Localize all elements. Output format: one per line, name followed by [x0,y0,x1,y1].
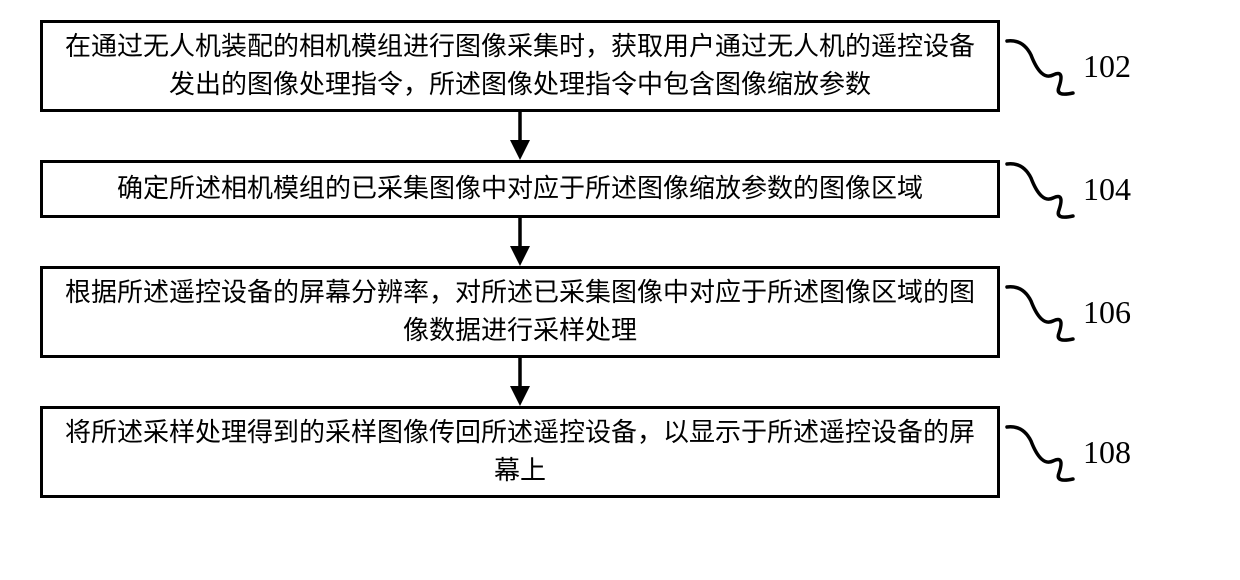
step-row-106: 根据所述遥控设备的屏幕分辨率，对所述已采集图像中对应于所述图像区域的图像数据进行… [40,266,1200,358]
arrow-2 [40,218,1000,266]
label-108: 108 [1005,417,1131,487]
step-row-102: 在通过无人机装配的相机模组进行图像采集时，获取用户通过无人机的遥控设备发出的图像… [40,20,1200,112]
step-text: 将所述采样处理得到的采样图像传回所述遥控设备，以显示于所述遥控设备的屏幕上 [63,414,977,489]
step-label: 102 [1083,48,1131,85]
step-box-104: 确定所述相机模组的已采集图像中对应于所述图像缩放参数的图像区域 [40,160,1000,218]
curve-icon [1005,277,1075,347]
step-box-102: 在通过无人机装配的相机模组进行图像采集时，获取用户通过无人机的遥控设备发出的图像… [40,20,1000,112]
label-104: 104 [1005,154,1131,224]
arrow-down-icon [505,218,535,266]
step-text: 确定所述相机模组的已采集图像中对应于所述图像缩放参数的图像区域 [117,170,923,208]
arrow-down-icon [505,358,535,406]
step-row-108: 将所述采样处理得到的采样图像传回所述遥控设备，以显示于所述遥控设备的屏幕上 10… [40,406,1200,498]
arrow-3 [40,358,1000,406]
label-102: 102 [1005,31,1131,101]
label-106: 106 [1005,277,1131,347]
step-text: 在通过无人机装配的相机模组进行图像采集时，获取用户通过无人机的遥控设备发出的图像… [63,28,977,103]
flowchart-diagram: 在通过无人机装配的相机模组进行图像采集时，获取用户通过无人机的遥控设备发出的图像… [40,20,1200,498]
step-box-106: 根据所述遥控设备的屏幕分辨率，对所述已采集图像中对应于所述图像区域的图像数据进行… [40,266,1000,358]
curve-icon [1005,154,1075,224]
curve-icon [1005,31,1075,101]
step-label: 108 [1083,434,1131,471]
step-label: 106 [1083,294,1131,331]
curve-icon [1005,417,1075,487]
step-row-104: 确定所述相机模组的已采集图像中对应于所述图像缩放参数的图像区域 104 [40,160,1200,218]
arrow-down-icon [505,112,535,160]
step-text: 根据所述遥控设备的屏幕分辨率，对所述已采集图像中对应于所述图像区域的图像数据进行… [63,274,977,349]
step-label: 104 [1083,171,1131,208]
arrow-1 [40,112,1000,160]
step-box-108: 将所述采样处理得到的采样图像传回所述遥控设备，以显示于所述遥控设备的屏幕上 [40,406,1000,498]
